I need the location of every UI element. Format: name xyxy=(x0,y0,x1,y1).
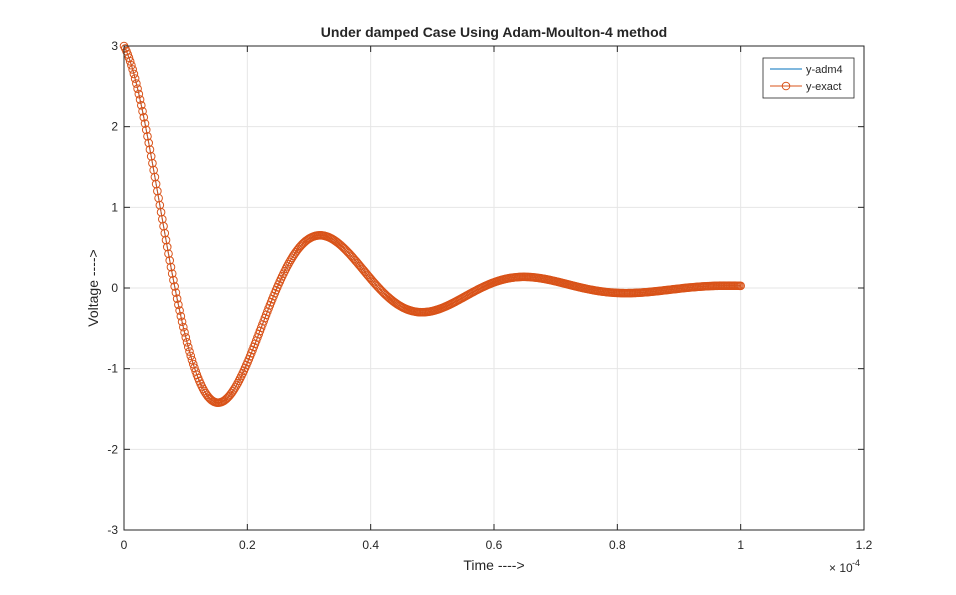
data-point xyxy=(175,306,184,315)
data-point xyxy=(130,74,140,83)
y-tick-label: 0 xyxy=(111,281,118,295)
data-point xyxy=(285,257,294,267)
x-tick-label: 0.2 xyxy=(239,538,256,552)
chart-title: Under damped Case Using Adam-Moulton-4 m… xyxy=(321,24,667,40)
data-point xyxy=(139,113,149,122)
data-point xyxy=(146,152,156,161)
data-point xyxy=(161,235,171,245)
data-point xyxy=(148,158,157,168)
legend-label-y-exact: y-exact xyxy=(806,81,841,93)
data-point xyxy=(229,385,239,394)
y-tick-label: -1 xyxy=(107,362,118,376)
data-point xyxy=(128,65,137,74)
y-tick-label: -2 xyxy=(107,442,118,456)
data-point xyxy=(188,359,198,369)
legend-marker-y-exact xyxy=(781,81,791,91)
data-point xyxy=(149,165,158,175)
data-point xyxy=(170,282,179,291)
data-point xyxy=(171,288,181,297)
x-tick-label: 1 xyxy=(737,538,744,552)
data-point xyxy=(177,317,187,327)
plot-series xyxy=(119,41,745,407)
y-tick-label: 2 xyxy=(111,120,118,134)
data-point xyxy=(125,57,135,66)
x-axis-label: Time ----> xyxy=(463,557,524,573)
data-point xyxy=(124,53,134,62)
data-point xyxy=(133,84,142,93)
ticks: 0 0.2 0.4 0.6 0.8 1 1.2 -3 -2 -1 0 1 2 3 xyxy=(107,39,872,552)
data-point xyxy=(183,342,193,352)
data-point xyxy=(165,256,175,265)
data-point xyxy=(169,275,178,285)
data-point xyxy=(198,384,208,394)
data-point xyxy=(166,262,176,272)
data-point xyxy=(736,281,745,291)
data-point xyxy=(132,79,141,88)
data-point xyxy=(145,145,155,154)
data-point xyxy=(140,119,150,128)
data-point xyxy=(233,378,242,388)
data-point xyxy=(180,328,189,337)
data-point xyxy=(232,381,241,390)
x-tick-label: 1.2 xyxy=(856,538,873,552)
data-point xyxy=(179,322,188,332)
data-point xyxy=(143,132,152,141)
data-point xyxy=(172,294,182,304)
data-point xyxy=(129,69,139,79)
x-tick-label: 0.6 xyxy=(486,538,503,552)
data-point xyxy=(164,249,173,259)
y-tick-label: 3 xyxy=(111,39,118,53)
data-point xyxy=(127,60,136,70)
legend: y-adm4 y-exact xyxy=(762,57,855,99)
x-tick-label: 0.8 xyxy=(609,538,626,552)
x-exponent-power: -4 xyxy=(852,558,860,568)
data-point xyxy=(176,311,186,321)
data-point xyxy=(182,337,192,347)
data-point xyxy=(281,264,291,274)
y-tick-label: -3 xyxy=(107,523,118,537)
data-point xyxy=(141,125,151,135)
data-point xyxy=(162,242,172,252)
data-point xyxy=(137,101,146,110)
series-markers-y-exact xyxy=(119,41,745,407)
data-point xyxy=(186,351,196,361)
data-point xyxy=(284,259,293,269)
data-point xyxy=(181,333,191,342)
legend-box xyxy=(762,57,855,99)
y-tick-label: 1 xyxy=(111,200,118,214)
data-point xyxy=(160,228,170,238)
data-point xyxy=(134,89,144,99)
data-point xyxy=(144,138,154,148)
x-tick-label: 0.4 xyxy=(362,538,379,552)
x-exponent: × 10 -4 xyxy=(829,558,860,575)
data-point xyxy=(167,269,177,278)
x-exponent-base: × 10 xyxy=(829,561,853,575)
x-tick-label: 0 xyxy=(121,538,128,552)
data-point xyxy=(135,95,145,104)
y-axis-label: Voltage ----> xyxy=(85,249,101,326)
data-point xyxy=(138,106,147,116)
data-point xyxy=(282,262,292,271)
legend-label-y-adm4: y-adm4 xyxy=(806,64,843,76)
data-point xyxy=(230,383,240,392)
data-point xyxy=(174,300,183,309)
data-point xyxy=(187,355,197,365)
data-point xyxy=(185,347,194,356)
